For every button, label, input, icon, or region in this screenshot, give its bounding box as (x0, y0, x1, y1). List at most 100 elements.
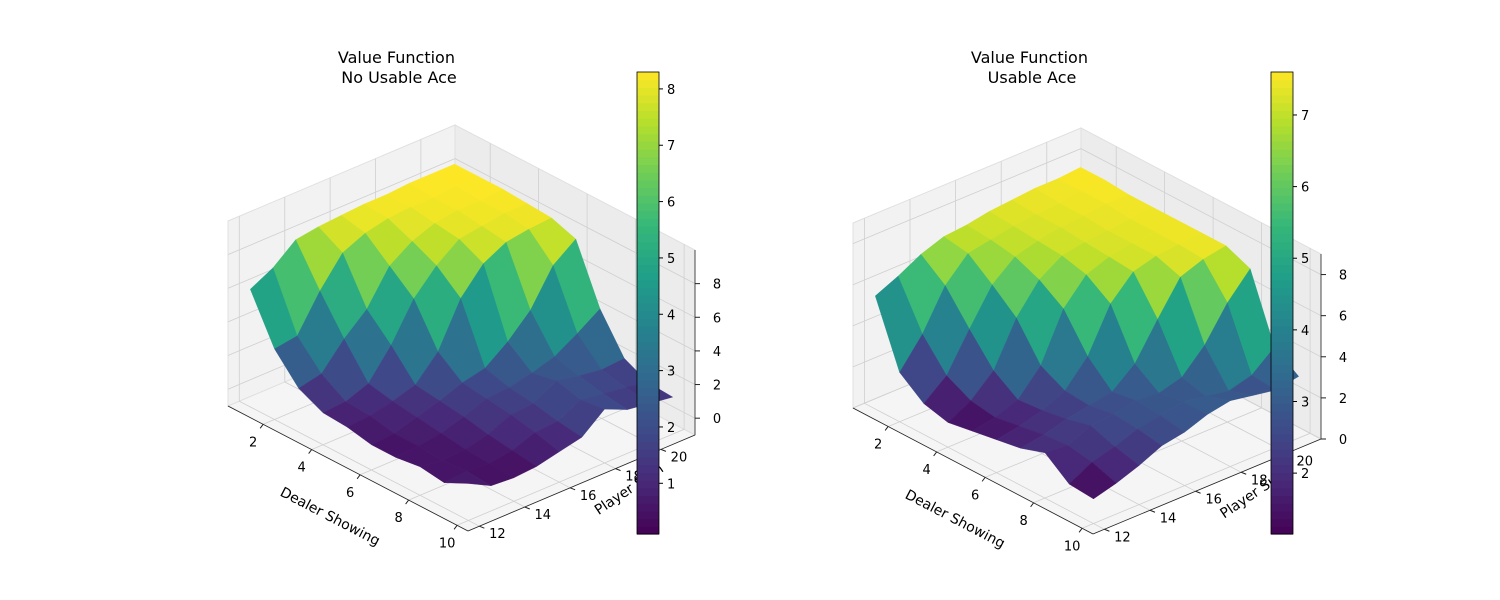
colorbar-segment (637, 187, 659, 196)
colorbar-segment (1271, 441, 1293, 450)
colorbar-segment (637, 457, 659, 466)
colorbar-segment (1271, 349, 1293, 358)
colorbar-segment (1271, 95, 1293, 104)
colorbar-segment (637, 495, 659, 504)
colorbar-segment (1271, 418, 1293, 427)
x-tick-label: 2 (249, 435, 257, 450)
colorbar-segment (1271, 87, 1293, 96)
colorbar-segment (637, 395, 659, 404)
colorbar-segment (637, 380, 659, 389)
colorbar-segment (637, 364, 659, 373)
y-tick-label: 12 (489, 527, 506, 542)
colorbar-segment (637, 310, 659, 319)
z-tick-label: 0 (1339, 433, 1347, 448)
colorbar-segment (637, 264, 659, 273)
colorbar-segment (1271, 387, 1293, 396)
colorbar-segment (1271, 526, 1293, 535)
gridline-z (227, 158, 696, 284)
colorbar-segment (1271, 326, 1293, 335)
y-tick-label: 20 (671, 450, 688, 465)
colorbar-segment (637, 526, 659, 535)
chart-panel-no-usable-ace: Value Function No Usable Ace 24681012141… (226, 48, 721, 551)
colorbar-segment (637, 449, 659, 458)
gridline-y (238, 216, 480, 527)
x-tick-label: 2 (874, 437, 882, 452)
x-tick-mark (259, 424, 264, 429)
colorbar-tick-label: 2 (667, 421, 675, 436)
surface-plot (875, 167, 1300, 500)
y-tick-mark (1195, 490, 1201, 494)
colorbar-segment (1271, 333, 1293, 343)
colorbar-segment (637, 133, 659, 142)
colorbar-segment (637, 326, 659, 335)
colorbar-segment (637, 125, 659, 135)
colorbar-segment (637, 72, 659, 81)
colorbar-segment (1271, 110, 1293, 119)
x-tick-label: 4 (922, 463, 930, 478)
colorbar-segment (1271, 241, 1293, 250)
colorbar-segment (637, 518, 659, 527)
x-axis-line (852, 407, 1094, 535)
colorbar-segment (1271, 133, 1293, 142)
colorbar-segment (637, 233, 659, 242)
x-tick-mark (308, 449, 313, 454)
colorbar-segment (1271, 187, 1293, 196)
colorbar-segment (1271, 256, 1293, 266)
x-tick-mark (1030, 502, 1035, 508)
colorbar-segment (1271, 195, 1293, 204)
colorbar-segment (1271, 364, 1293, 373)
z-tick-label: 2 (1339, 392, 1347, 407)
x-tick-mark (981, 477, 986, 482)
colorbar-tick-label: 4 (667, 308, 675, 323)
colorbar-segment (1271, 457, 1293, 466)
colorbar-segment (637, 172, 659, 181)
colorbar-segment (637, 372, 659, 381)
colorbar-frame (636, 71, 660, 535)
colorbar-segment (637, 102, 659, 112)
z-tick-label: 4 (713, 345, 721, 360)
x-tick-label: 10 (439, 536, 456, 551)
colorbar-segment (1271, 226, 1293, 235)
y-tick-mark (1104, 528, 1110, 532)
colorbar-segment (637, 472, 659, 481)
colorbar-segment (1271, 510, 1293, 520)
colorbar-segment (1271, 295, 1293, 304)
colorbar-segment (1271, 449, 1293, 458)
colorbar-segment (1271, 279, 1293, 289)
x-tick-label: 10 (1064, 539, 1081, 554)
chart-title: Value Function Usable Ace (971, 48, 1093, 87)
colorbar-segment (1271, 518, 1293, 527)
colorbar-segment (637, 318, 659, 327)
y-tick-mark (615, 468, 621, 472)
colorbar-segment (1271, 102, 1293, 112)
colorbar-segment (1271, 218, 1293, 227)
colorbar-frame (1270, 71, 1294, 535)
colorbar-tick-label: 1 (667, 477, 675, 492)
title-line-1: Value Function (338, 48, 455, 67)
y-tick-mark (479, 525, 485, 529)
y-tick-label: 20 (1297, 454, 1314, 469)
colorbar-segment (1271, 356, 1293, 366)
colorbar-segment (1271, 372, 1293, 381)
colorbar-segment (637, 510, 659, 520)
colorbar: 2 3 4 5 6 7 (1270, 71, 1309, 535)
colorbar-segment (637, 287, 659, 296)
colorbar-segment (1271, 164, 1293, 173)
colorbar-segment (1271, 487, 1293, 497)
colorbar-tick-label: 5 (667, 252, 675, 267)
x-tick-mark (933, 451, 938, 457)
colorbar: 1 2 3 4 5 6 7 8 (636, 71, 675, 535)
colorbar-tick-label: 8 (667, 83, 675, 98)
y-tick-label: 16 (1205, 492, 1222, 507)
colorbar-segment (637, 464, 659, 473)
colorbar-tick-label: 7 (667, 139, 675, 154)
colorbar-segment (637, 272, 659, 281)
colorbar-tick-label: 5 (1301, 252, 1309, 267)
colorbar-segment (637, 341, 659, 350)
colorbar-segment (637, 441, 659, 450)
colorbar-tick-label: 2 (1301, 467, 1309, 482)
colorbar-segment (1271, 72, 1293, 81)
colorbar-segment (637, 433, 659, 443)
chart-title: Value Function No Usable Ace (338, 48, 460, 87)
